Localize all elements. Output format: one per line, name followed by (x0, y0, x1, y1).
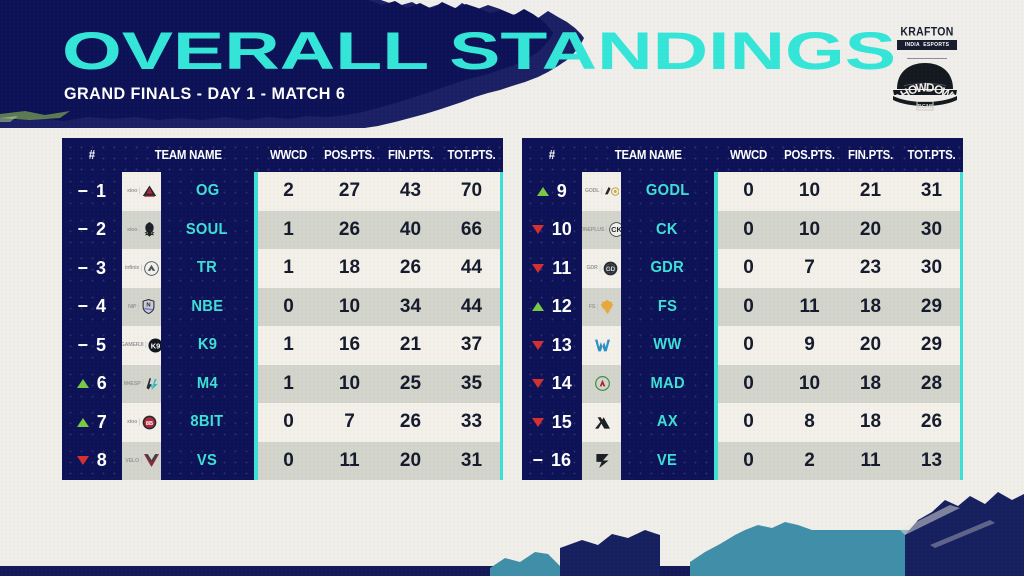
svg-text:K9: K9 (151, 341, 161, 350)
svg-text:BGMI: BGMI (917, 104, 933, 110)
svg-text:GD: GD (605, 266, 615, 273)
svg-text:N: N (146, 303, 150, 309)
svg-text:8B: 8B (146, 421, 153, 427)
